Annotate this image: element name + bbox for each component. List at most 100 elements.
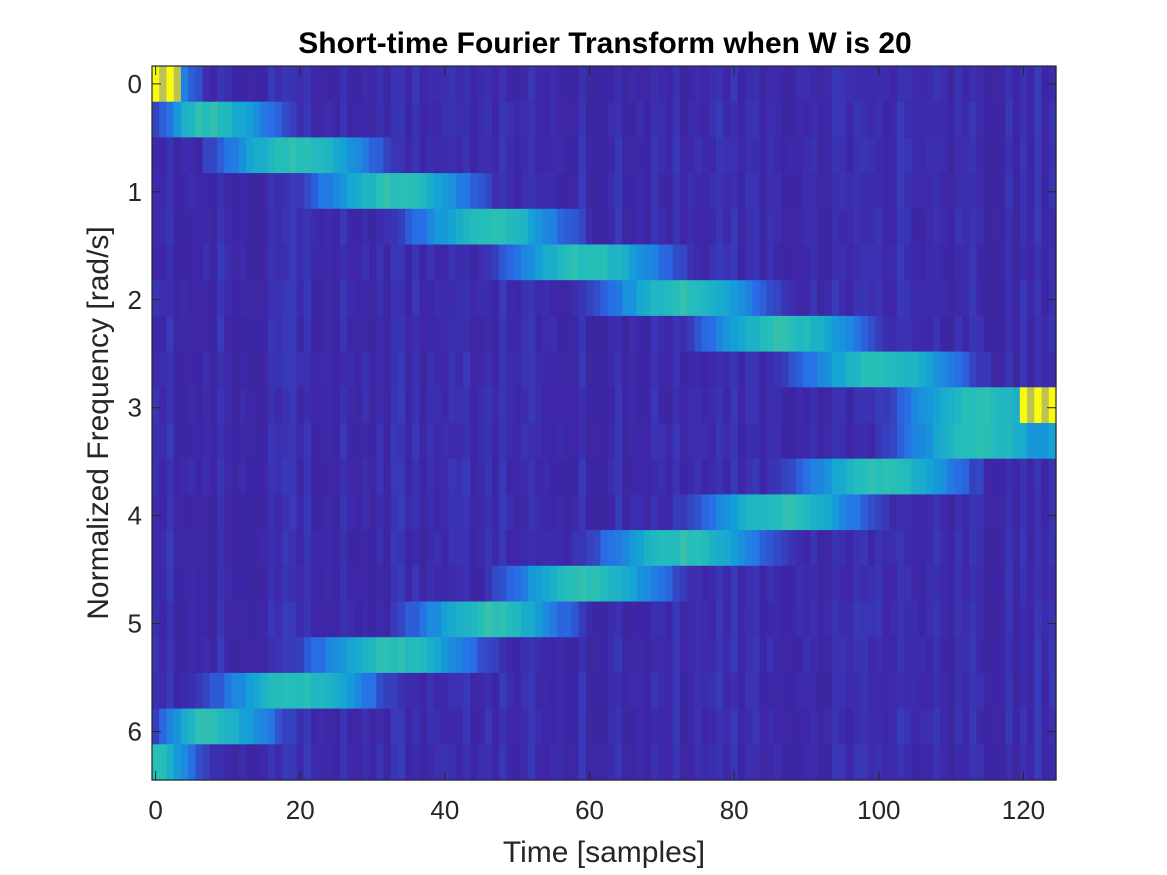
heatmap-cell: [311, 208, 319, 246]
heatmap-cell: [274, 137, 283, 174]
heatmap-cell: [260, 244, 269, 281]
heatmap-cell: [405, 387, 413, 424]
heatmap-cell: [1019, 208, 1028, 246]
heatmap-cell: [867, 601, 876, 638]
heatmap-cell: [260, 101, 269, 138]
heatmap-cell: [513, 601, 522, 638]
heatmap-cell: [651, 494, 659, 531]
heatmap-cell: [593, 315, 601, 353]
heatmap-cell: [672, 494, 681, 531]
heatmap-cell: [795, 387, 804, 424]
heatmap-cell: [846, 315, 855, 353]
heatmap-cell: [390, 637, 399, 674]
heatmap-cell: [491, 137, 500, 174]
heatmap-cell: [911, 565, 920, 603]
heatmap-cell: [723, 387, 732, 424]
heatmap-cell: [766, 351, 775, 388]
heatmap-cell: [347, 672, 356, 710]
heatmap-cell: [875, 351, 884, 388]
heatmap-cell: [1048, 280, 1057, 317]
heatmap-cell: [831, 672, 840, 710]
heatmap-cell: [564, 565, 573, 603]
heatmap-cell: [694, 458, 703, 495]
heatmap-cell: [730, 280, 739, 317]
heatmap-cell: [701, 137, 710, 174]
heatmap-cell: [882, 101, 891, 138]
heatmap-cell: [701, 458, 710, 495]
heatmap-cell: [491, 601, 500, 638]
heatmap-cell: [260, 672, 269, 710]
heatmap-cell: [831, 601, 840, 638]
heatmap-cell: [788, 744, 797, 781]
heatmap-cell: [188, 208, 196, 246]
heatmap-cell: [853, 244, 862, 281]
heatmap-cell: [246, 672, 254, 710]
heatmap-cell: [267, 458, 276, 495]
heatmap-cell: [759, 565, 768, 603]
heatmap-cell: [904, 601, 912, 638]
heatmap-cell: [159, 101, 168, 138]
heatmap-cell: [520, 66, 529, 103]
heatmap-cell: [629, 458, 638, 495]
heatmap-cell: [542, 244, 551, 281]
heatmap-cell: [940, 137, 949, 174]
heatmap-cell: [195, 601, 204, 638]
heatmap-cell: [520, 530, 529, 567]
heatmap-cell: [383, 530, 392, 567]
heatmap-cell: [622, 101, 630, 138]
heatmap-cell: [1019, 530, 1028, 567]
heatmap-cell: [694, 280, 703, 317]
y-tick-label: 3: [128, 393, 142, 423]
heatmap-cell: [904, 137, 912, 174]
heatmap-cell: [773, 530, 782, 567]
heatmap-cell: [839, 744, 847, 781]
heatmap-cell: [1041, 423, 1050, 460]
heatmap-cell: [224, 494, 233, 531]
heatmap-cell: [867, 458, 876, 495]
heatmap-cell: [296, 66, 305, 103]
heatmap-cell: [759, 244, 768, 281]
heatmap-cell: [643, 280, 652, 317]
heatmap-cell: [802, 208, 811, 246]
heatmap-cell: [513, 280, 522, 317]
heatmap-cell: [412, 173, 421, 210]
heatmap-cell: [737, 66, 746, 103]
heatmap-cell: [462, 315, 471, 353]
heatmap-cell: [267, 565, 276, 603]
heatmap-cell: [824, 530, 833, 567]
heatmap-cell: [209, 530, 218, 567]
heatmap-cell: [614, 458, 623, 495]
heatmap-cell: [831, 351, 840, 388]
heatmap-cell: [745, 565, 753, 603]
heatmap-cell: [788, 637, 797, 674]
heatmap-cell: [405, 744, 413, 781]
heatmap-cell: [513, 351, 522, 388]
heatmap-cell: [918, 672, 927, 710]
heatmap-cell: [434, 101, 442, 138]
heatmap-cell: [716, 601, 724, 638]
heatmap-cell: [817, 280, 826, 317]
heatmap-cell: [455, 601, 464, 638]
heatmap-cell: [152, 708, 160, 745]
heatmap-cell: [860, 744, 869, 781]
heatmap-cell: [969, 208, 978, 246]
heatmap-cell: [716, 672, 724, 710]
heatmap-cell: [549, 708, 558, 745]
heatmap-cell: [600, 672, 609, 710]
heatmap-cell: [759, 173, 768, 210]
heatmap-cell: [491, 208, 500, 246]
heatmap-cell: [1005, 66, 1014, 103]
heatmap-cell: [340, 672, 348, 710]
heatmap-cell: [542, 137, 551, 174]
heatmap-cell: [340, 744, 348, 781]
heatmap-cell: [593, 565, 601, 603]
heatmap-cell: [397, 672, 406, 710]
heatmap-cell: [831, 494, 840, 531]
heatmap-cell: [766, 458, 775, 495]
heatmap-cell: [426, 315, 435, 353]
heatmap-cell: [535, 565, 544, 603]
heatmap-cell: [528, 637, 536, 674]
heatmap-cell: [332, 637, 341, 674]
heatmap-cell: [708, 672, 717, 710]
heatmap-cell: [1005, 244, 1014, 281]
